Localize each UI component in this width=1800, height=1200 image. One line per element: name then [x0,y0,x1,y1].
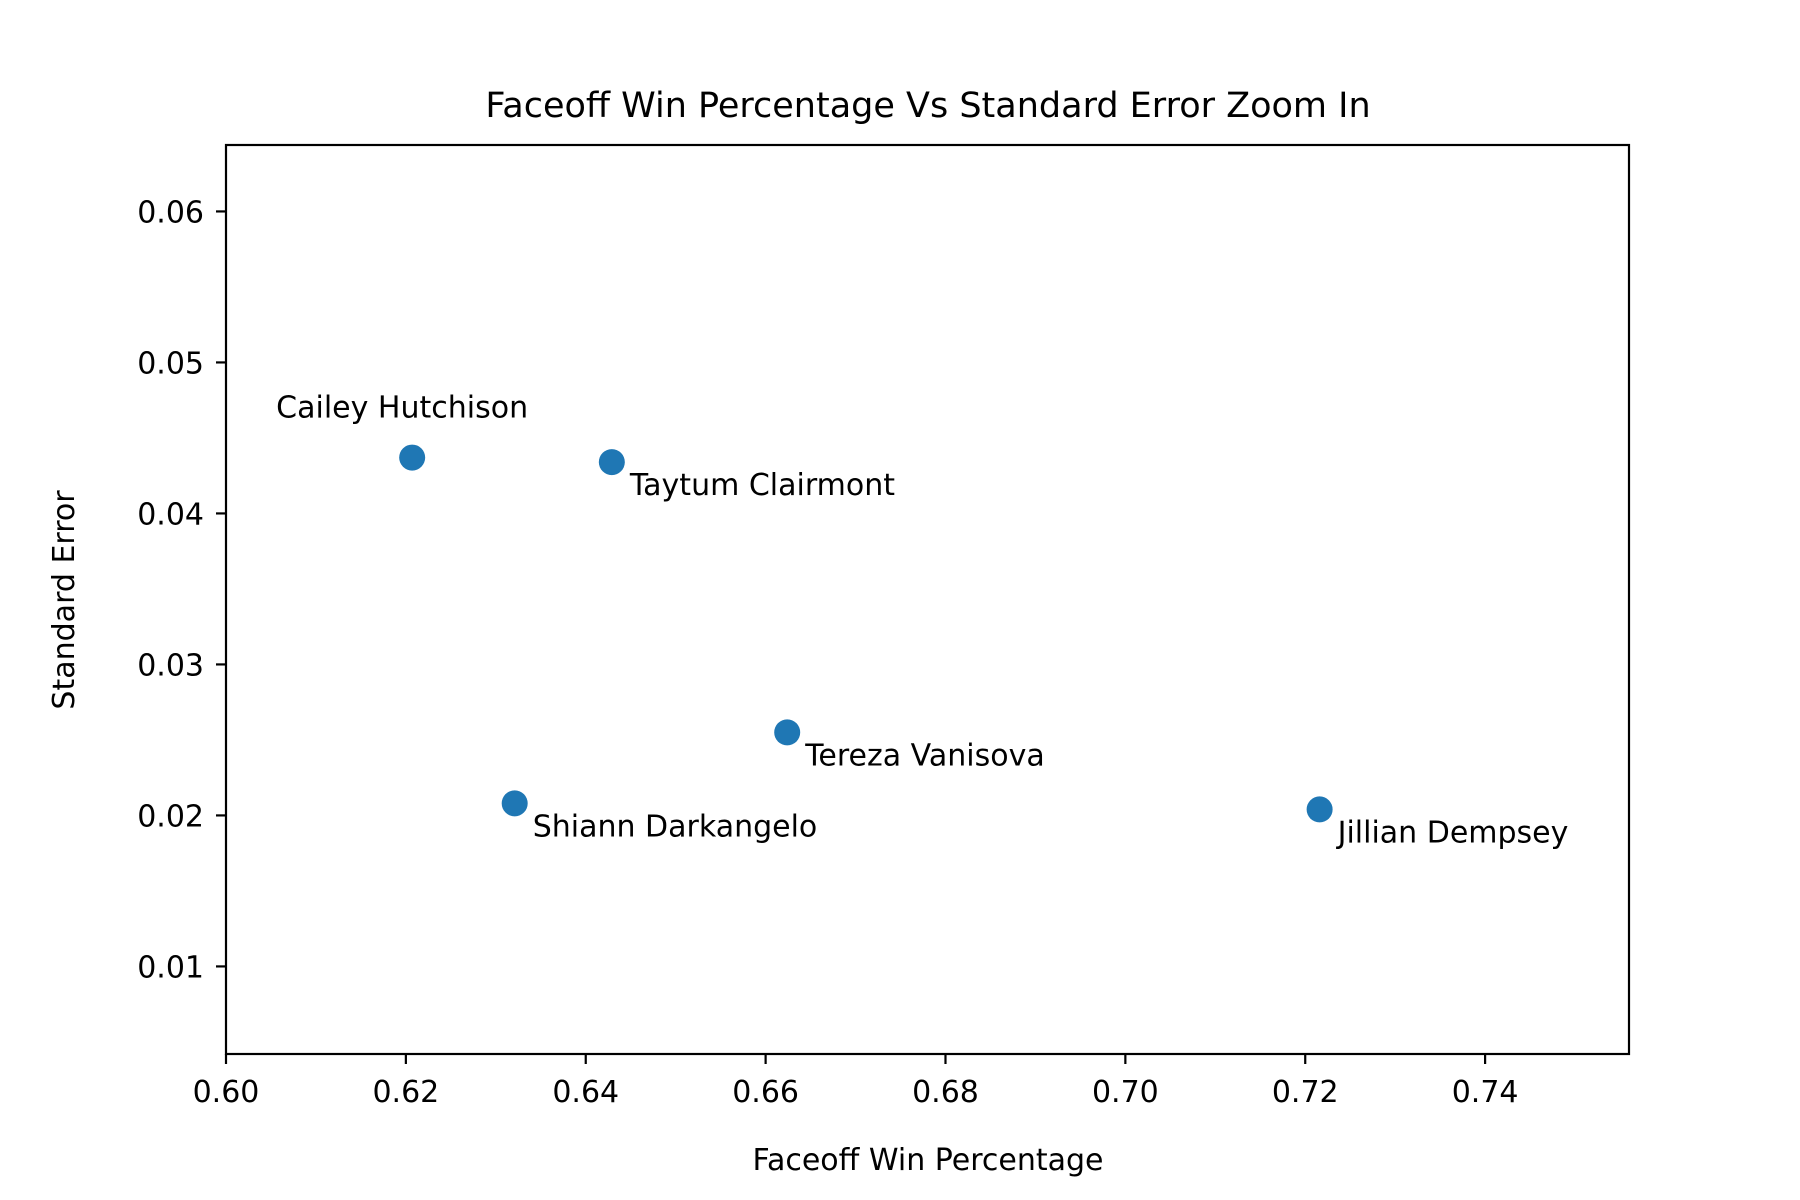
y-tick-label: 0.03 [137,648,204,683]
y-axis-label: Standard Error [47,490,82,710]
y-tick-label: 0.04 [137,497,204,532]
data-point-label: Cailey Hutchison [276,391,528,426]
point-labels-layer: Cailey Hutchison Taytum Clairmont Tereza V… [276,391,1568,851]
y-tick-label: 0.05 [137,346,204,381]
data-point [1306,796,1333,823]
x-tick-label: 0.66 [732,1075,799,1110]
x-axis-ticks: 0.60 0.62 0.64 0.66 0.68 0.70 0.72 0.74 [193,1054,1519,1110]
data-point-label: Taytum Clairmont [629,468,895,503]
x-tick-label: 0.62 [372,1075,439,1110]
x-axis-label: Faceoff Win Percentage [752,1143,1103,1178]
data-point [774,719,801,746]
y-tick-label: 0.06 [137,195,204,230]
data-point [399,444,426,471]
y-tick-label: 0.01 [137,950,204,985]
y-tick-label: 0.02 [137,799,204,834]
y-axis-ticks: 0.01 0.02 0.03 0.04 0.05 0.06 [137,195,226,985]
x-tick-label: 0.72 [1272,1075,1339,1110]
data-point-label: Jillian Dempsey [1336,815,1569,850]
x-tick-label: 0.60 [193,1075,260,1110]
x-tick-label: 0.64 [552,1075,619,1110]
chart-title: Faceoff Win Percentage Vs Standard Error… [485,86,1370,126]
x-tick-label: 0.70 [1092,1075,1159,1110]
x-tick-label: 0.68 [912,1075,979,1110]
points-layer [399,444,1333,823]
plot-area-frame [224,143,1631,1056]
data-point-label: Tereza Vanisova [804,738,1045,773]
data-point [598,449,625,476]
x-tick-label: 0.74 [1452,1075,1519,1110]
data-point-label: Shiann Darkangelo [533,809,818,844]
data-point [501,790,528,817]
